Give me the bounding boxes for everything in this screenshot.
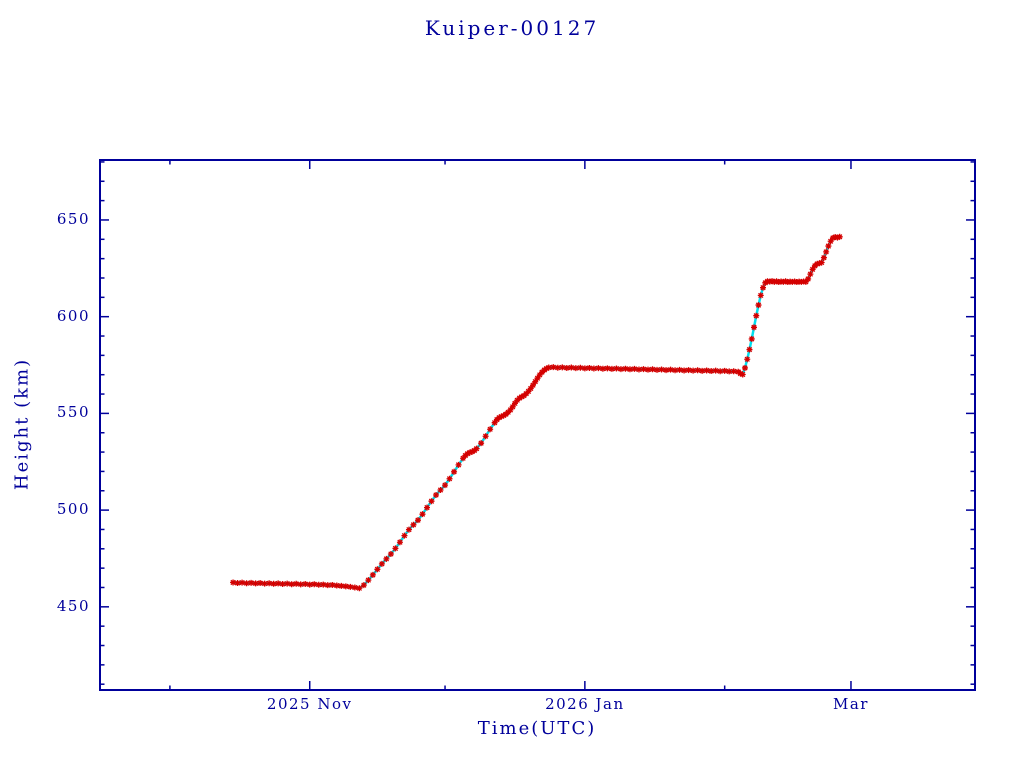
y-tick-label: 450 bbox=[56, 596, 90, 615]
x-tick-label: 2026 Jan bbox=[545, 695, 625, 713]
x-axis-label: Time(UTC) bbox=[477, 718, 597, 739]
y-tick-label: 650 bbox=[56, 209, 90, 228]
y-tick-label: 500 bbox=[56, 500, 90, 519]
y-axis-label: Height (km) bbox=[11, 357, 33, 491]
y-tick-label: 600 bbox=[56, 306, 90, 325]
chart-title: Kuiper-00127 bbox=[424, 16, 600, 40]
x-tick-label: 2025 Nov bbox=[266, 695, 353, 713]
y-tick-label: 550 bbox=[56, 403, 90, 422]
x-tick-label: Mar bbox=[832, 695, 869, 713]
